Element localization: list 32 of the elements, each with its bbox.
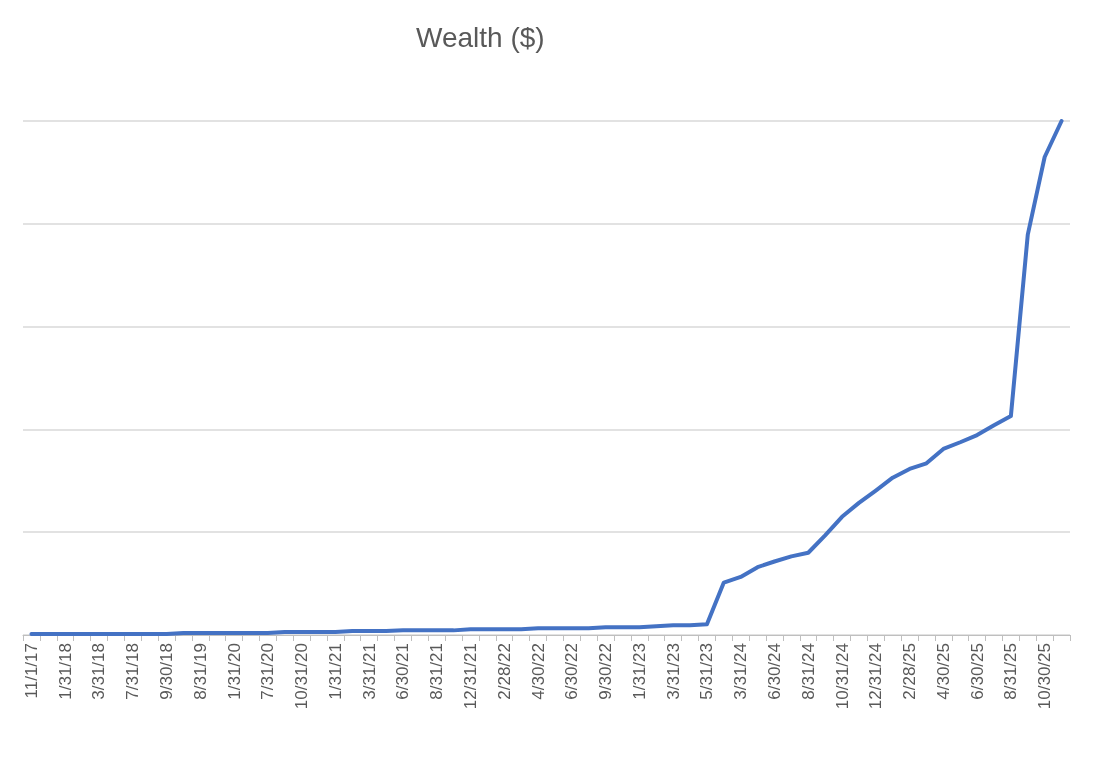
x-tick-label: 3/31/21 (359, 643, 379, 700)
x-tick-label: 7/31/20 (258, 643, 278, 700)
chart-title: Wealth ($) (416, 21, 545, 53)
x-tick-label: 9/30/18 (157, 643, 177, 700)
x-tick-label: 10/31/20 (292, 643, 312, 710)
x-tick-label: 4/30/25 (933, 643, 953, 700)
x-tick-label: 6/30/22 (562, 643, 582, 700)
x-tick-label: 4/30/22 (528, 643, 548, 700)
x-tick-label: 1/31/18 (55, 643, 75, 700)
x-tick-label: 2/28/25 (900, 643, 920, 700)
x-tick-label: 8/31/21 (427, 643, 447, 700)
x-tick-label: 1/31/20 (224, 643, 244, 700)
x-tick-label: 6/30/24 (764, 643, 784, 700)
x-tick-label: 6/30/21 (393, 643, 413, 700)
x-tick-label: 1/31/23 (629, 643, 649, 700)
x-tick-label: 3/31/24 (731, 643, 751, 700)
x-tick-label: 8/31/24 (798, 643, 818, 700)
x-tick-label: 1/31/21 (325, 643, 345, 700)
x-tick-label: 12/31/24 (866, 643, 886, 710)
x-tick-label: 11/1/17 (21, 643, 41, 699)
x-tick-label: 10/31/24 (832, 643, 852, 710)
x-tick-label: 7/31/18 (123, 643, 143, 700)
x-tick-label: 6/30/25 (967, 643, 987, 700)
x-tick-label: 12/31/21 (461, 643, 481, 710)
x-tick-label: 3/31/23 (663, 643, 683, 700)
x-tick-label: 8/31/19 (190, 643, 210, 700)
x-tick-label: 8/31/25 (1001, 643, 1021, 700)
x-tick-label: 5/31/23 (697, 643, 717, 700)
x-tick-label: 2/28/22 (494, 643, 514, 700)
x-tick-label: 9/30/22 (596, 643, 616, 700)
x-tick-label: 3/31/18 (89, 643, 109, 700)
x-tick-label: 10/30/25 (1035, 643, 1055, 710)
